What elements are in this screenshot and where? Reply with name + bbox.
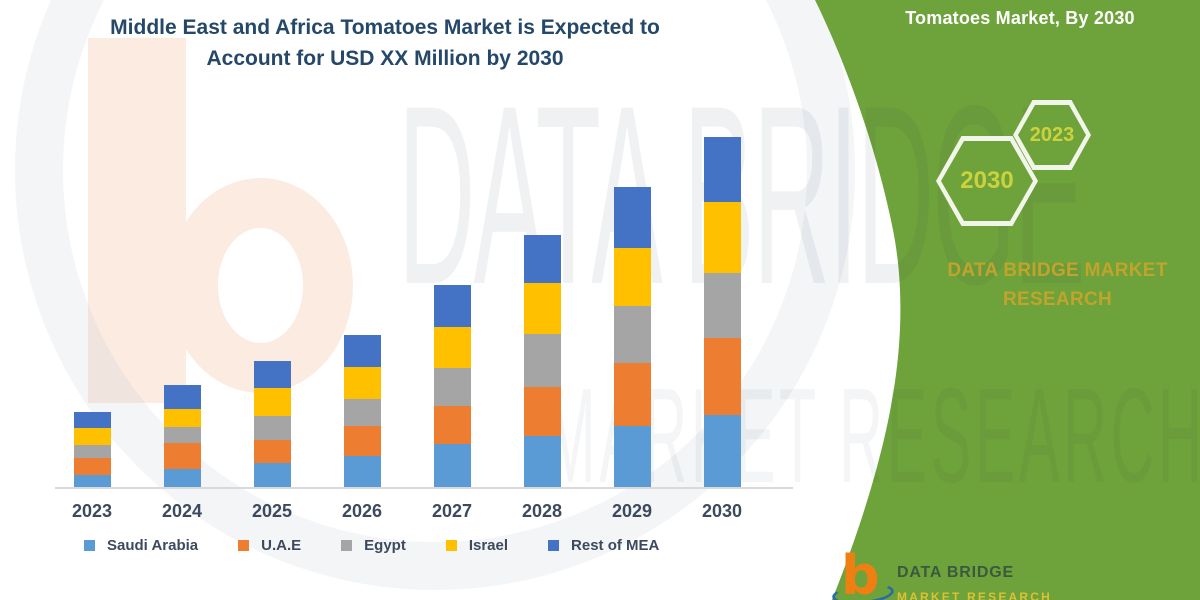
bar-segment-egypt — [523, 334, 561, 387]
legend-swatch-icon — [84, 540, 95, 551]
x-axis-line — [55, 487, 793, 489]
chart-title: Middle East and Africa Tomatoes Market i… — [65, 12, 705, 74]
legend-item-u-a-e: U.A.E — [238, 537, 301, 554]
bar-segment-rest-of-mea — [703, 137, 741, 202]
legend-swatch-icon — [548, 540, 560, 551]
legend-item-egypt: Egypt — [341, 537, 406, 554]
bar-segment-israel — [523, 283, 561, 334]
x-tick-2029: 2029 — [611, 501, 653, 521]
bar-segment-saudi-arabia — [433, 444, 471, 488]
legend-label: Rest of MEA — [571, 537, 660, 554]
side-panel-background — [815, 0, 1200, 600]
bar-segment-israel — [433, 327, 471, 368]
x-tick-2024: 2024 — [161, 501, 203, 521]
x-tick-2025: 2025 — [251, 501, 293, 521]
bar-segment-u-a-e — [433, 406, 471, 444]
chart-legend: Saudi Arabia U.A.E Egypt Israel Rest of MEA — [84, 537, 659, 554]
bar-segment-israel — [163, 409, 201, 427]
bar-2027 — [433, 285, 471, 488]
bar-segment-rest-of-mea — [433, 285, 471, 327]
legend-item-israel: Israel — [445, 537, 509, 554]
hexagon-2023-fill — [1018, 105, 1086, 165]
bar-segment-rest-of-mea — [73, 412, 111, 428]
legend-item-saudi-arabia: Saudi Arabia — [84, 537, 198, 554]
bar-segment-egypt — [703, 273, 741, 338]
x-tick-2027: 2027 — [431, 501, 473, 521]
side-panel-title: Tomatoes Market, By 2030 — [905, 8, 1135, 28]
bar-segment-rest-of-mea — [613, 187, 651, 248]
bar-segment-saudi-arabia — [523, 436, 561, 488]
legend-label: Saudi Arabia — [107, 537, 199, 554]
bar-segment-egypt — [343, 399, 381, 426]
bar-segment-u-a-e — [73, 458, 111, 475]
side-panel-brand-line1: DATA BRIDGE MARKET — [947, 260, 1168, 281]
bar-segment-saudi-arabia — [703, 415, 741, 488]
bar-2029 — [613, 187, 651, 488]
legend-label: Israel — [468, 537, 509, 554]
bar-segment-saudi-arabia — [73, 475, 111, 488]
bar-segment-egypt — [253, 416, 291, 440]
chart-title-line2: Account for USD XX Million by 2030 — [206, 47, 564, 70]
side-panel-brand: DATA BRIDGE MARKET RESEARCH — [930, 256, 1185, 314]
footer-logo-b-icon: b — [841, 544, 880, 600]
bar-segment-u-a-e — [343, 426, 381, 456]
chart-title-line1: Middle East and Africa Tomatoes Market i… — [110, 16, 660, 39]
footer-logo-brand: DATA BRIDGE — [897, 564, 1014, 581]
hexagon-2030: 2030 — [936, 136, 1038, 226]
bar-segment-saudi-arabia — [613, 426, 651, 488]
bar-segment-rest-of-mea — [523, 235, 561, 283]
legend-swatch-icon — [445, 540, 457, 551]
bar-segment-israel — [73, 428, 111, 445]
legend-swatch-icon — [238, 540, 250, 551]
x-tick-2026: 2026 — [341, 501, 383, 521]
bar-segment-u-a-e — [523, 387, 561, 436]
bar-segment-saudi-arabia — [163, 469, 201, 488]
bar-segment-egypt — [433, 368, 471, 406]
x-tick-2023: 2023 — [71, 501, 113, 521]
legend-label: Egypt — [364, 537, 406, 554]
x-tick-2030: 2030 — [701, 501, 743, 521]
bar-segment-u-a-e — [253, 440, 291, 463]
bar-segment-saudi-arabia — [253, 463, 291, 488]
bar-segment-u-a-e — [703, 338, 741, 415]
bar-segment-u-a-e — [613, 363, 651, 426]
bar-segment-egypt — [163, 427, 201, 443]
side-panel-brand-line2: RESEARCH — [1002, 289, 1113, 310]
legend-item-rest-of-mea: Rest of MEA — [548, 537, 659, 554]
footer-logo-sub: MARKET RESEARCH — [897, 590, 1053, 600]
bar-2028 — [523, 235, 561, 488]
x-tick-2028: 2028 — [521, 501, 563, 521]
legend-label: U.A.E — [261, 537, 302, 554]
bar-2030 — [703, 137, 741, 488]
hexagon-2030-label: 2030 — [960, 167, 1014, 194]
bar-2023 — [73, 412, 111, 488]
bar-segment-israel — [703, 202, 741, 273]
bar-segment-u-a-e — [163, 443, 201, 469]
bar-segment-egypt — [613, 306, 651, 363]
bar-segment-egypt — [73, 445, 111, 458]
hexagon-2023-label: 2023 — [1029, 123, 1075, 146]
bar-segment-israel — [613, 248, 651, 306]
legend-swatch-icon — [341, 540, 353, 551]
bar-segment-saudi-arabia — [343, 456, 381, 488]
